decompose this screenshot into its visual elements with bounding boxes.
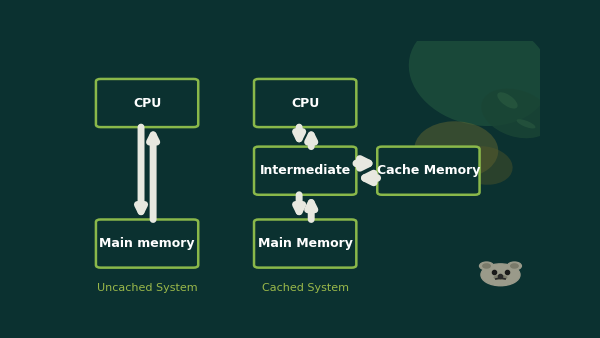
Ellipse shape (493, 275, 508, 280)
Text: Main memory: Main memory (100, 237, 195, 250)
Text: Cache Memory: Cache Memory (377, 164, 480, 177)
Text: Uncached System: Uncached System (97, 283, 197, 293)
Ellipse shape (456, 146, 512, 185)
Circle shape (483, 264, 490, 268)
FancyBboxPatch shape (96, 219, 198, 268)
Circle shape (479, 262, 493, 270)
Text: Cached System: Cached System (262, 283, 349, 293)
Circle shape (511, 264, 518, 268)
Text: CPU: CPU (291, 97, 319, 110)
Text: Main Memory: Main Memory (258, 237, 353, 250)
Text: CPU: CPU (133, 97, 161, 110)
FancyBboxPatch shape (96, 79, 198, 127)
Ellipse shape (415, 121, 498, 178)
FancyBboxPatch shape (254, 219, 356, 268)
Ellipse shape (517, 119, 535, 128)
Ellipse shape (481, 89, 552, 138)
Circle shape (481, 264, 520, 286)
Ellipse shape (497, 92, 518, 108)
Text: Intermediate: Intermediate (260, 164, 351, 177)
FancyBboxPatch shape (377, 147, 479, 195)
FancyBboxPatch shape (254, 147, 356, 195)
FancyBboxPatch shape (254, 79, 356, 127)
Circle shape (508, 262, 521, 270)
Ellipse shape (409, 18, 550, 126)
